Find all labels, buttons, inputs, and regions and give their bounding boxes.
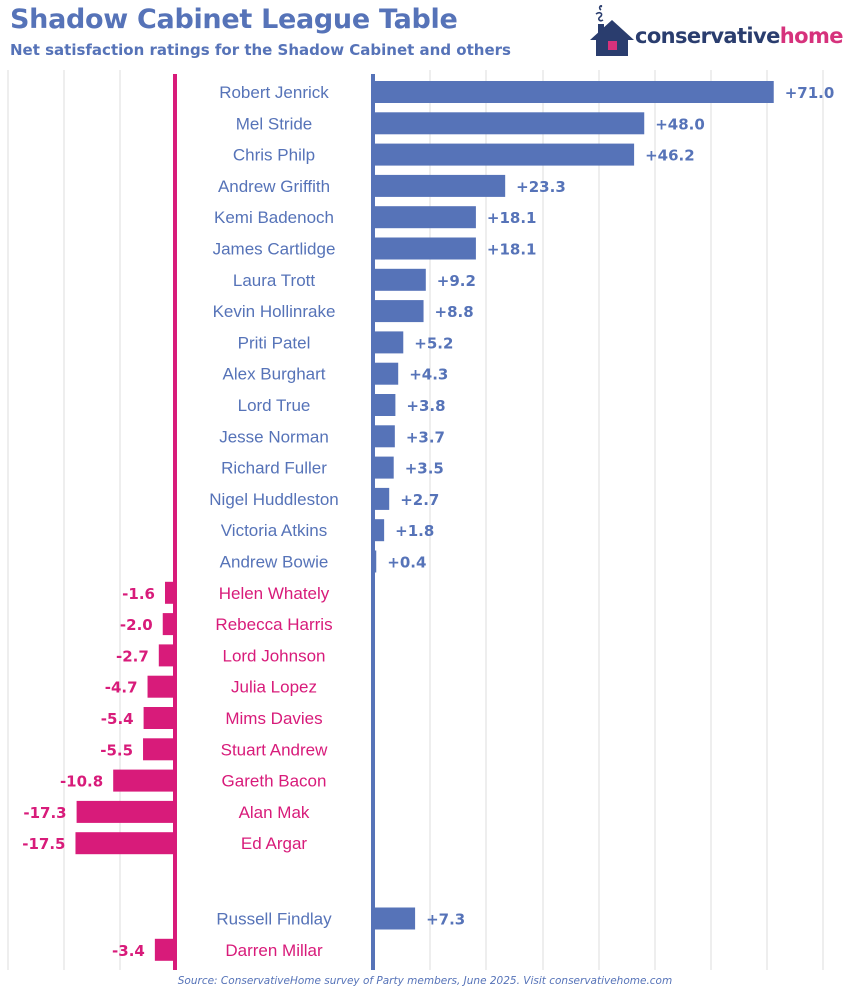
bar — [374, 143, 635, 166]
category-label: Lord True — [238, 396, 311, 415]
bar — [374, 300, 424, 323]
bar — [143, 738, 174, 761]
category-label: Kevin Hollinrake — [213, 302, 336, 321]
bar — [374, 174, 506, 197]
bar — [113, 769, 174, 792]
bar — [147, 675, 174, 698]
category-label: Rebecca Harris — [215, 615, 332, 634]
category-label: Priti Patel — [238, 333, 311, 352]
bar — [162, 613, 174, 636]
bar-chart: Robert Jenrick +71.0 Mel Stride +48.0 Chris … — [7, 70, 835, 970]
bar — [374, 81, 774, 103]
category-label: Mims Davies — [225, 709, 322, 728]
category-label: Jesse Norman — [219, 427, 329, 446]
bar — [374, 425, 395, 448]
value-label: -10.8 — [60, 773, 103, 791]
value-label: -5.4 — [101, 710, 134, 728]
bar — [374, 394, 396, 416]
bar — [374, 907, 416, 930]
bar — [374, 550, 377, 573]
bar — [374, 237, 476, 260]
value-label: +18.1 — [487, 241, 537, 259]
bar — [374, 456, 394, 479]
category-label: Richard Fuller — [221, 459, 327, 478]
logo-text-part2: home — [779, 24, 844, 48]
category-label: Kemi Badenoch — [214, 208, 334, 227]
category-label: Gareth Bacon — [222, 772, 327, 791]
house-icon — [590, 4, 634, 56]
logo-text: conservativehome — [635, 24, 843, 48]
value-label: +4.3 — [409, 366, 448, 384]
category-label: Andrew Bowie — [220, 553, 329, 572]
chart-title: Shadow Cabinet League Table — [10, 4, 458, 35]
category-label: Chris Philp — [233, 146, 315, 165]
bar — [143, 707, 174, 729]
value-label: +5.2 — [414, 334, 453, 352]
value-label: +3.8 — [406, 397, 445, 415]
bar — [374, 331, 404, 354]
value-label: +23.3 — [516, 178, 566, 196]
category-label: Ed Argar — [241, 834, 307, 853]
bar — [154, 938, 174, 961]
positive-axis — [371, 74, 375, 970]
value-label: -3.4 — [112, 942, 145, 960]
category-label: Darren Millar — [225, 941, 323, 960]
category-label: Victoria Atkins — [221, 521, 327, 540]
value-label: +7.3 — [426, 911, 465, 929]
value-label: -5.5 — [100, 741, 133, 759]
category-label: Laura Trott — [233, 271, 315, 290]
value-label: +18.1 — [487, 209, 537, 227]
source-note: Source: ConservativeHome survey of Party… — [177, 975, 673, 987]
bar — [158, 644, 174, 667]
chart-subtitle: Net satisfaction ratings for the Shadow … — [10, 41, 511, 59]
value-label: -2.7 — [116, 647, 149, 665]
value-label: -17.3 — [23, 804, 66, 822]
logo-text-part1: conservative — [635, 24, 780, 48]
value-label: +2.7 — [400, 491, 439, 509]
bar — [374, 206, 476, 229]
value-label: +46.2 — [645, 147, 695, 165]
value-label: -1.6 — [122, 585, 155, 603]
bar — [76, 800, 174, 823]
value-label: +1.8 — [395, 522, 434, 540]
category-label: James Cartlidge — [213, 240, 336, 259]
category-label: Nigel Huddleston — [209, 490, 338, 509]
category-label: Andrew Griffith — [218, 177, 330, 196]
bar — [374, 268, 426, 291]
category-label: Alan Mak — [239, 803, 310, 822]
value-label: +71.0 — [785, 84, 835, 102]
value-label: -4.7 — [105, 679, 138, 697]
category-label: Julia Lopez — [231, 678, 317, 697]
value-label: +9.2 — [437, 272, 476, 290]
conservativehome-logo: conservativehome — [588, 4, 843, 60]
category-label: Stuart Andrew — [221, 740, 329, 759]
bar — [374, 362, 399, 385]
value-label: +48.0 — [655, 115, 705, 133]
negative-axis — [173, 74, 177, 970]
value-label: +0.4 — [387, 554, 426, 572]
bar — [75, 832, 174, 855]
bar — [374, 519, 385, 542]
value-label: -17.5 — [22, 835, 65, 853]
category-label: Russell Findlay — [216, 910, 332, 929]
value-label: +3.7 — [406, 428, 445, 446]
category-label: Robert Jenrick — [219, 83, 329, 102]
value-label: +3.5 — [405, 460, 444, 478]
category-label: Alex Burghart — [223, 365, 326, 384]
value-label: +8.8 — [435, 303, 474, 321]
bar — [374, 112, 645, 135]
value-label: -2.0 — [120, 616, 153, 634]
category-label: Lord Johnson — [222, 646, 325, 665]
bar — [164, 581, 174, 604]
category-label: Helen Whately — [219, 584, 330, 603]
category-label: Mel Stride — [236, 114, 313, 133]
bar — [374, 487, 390, 510]
